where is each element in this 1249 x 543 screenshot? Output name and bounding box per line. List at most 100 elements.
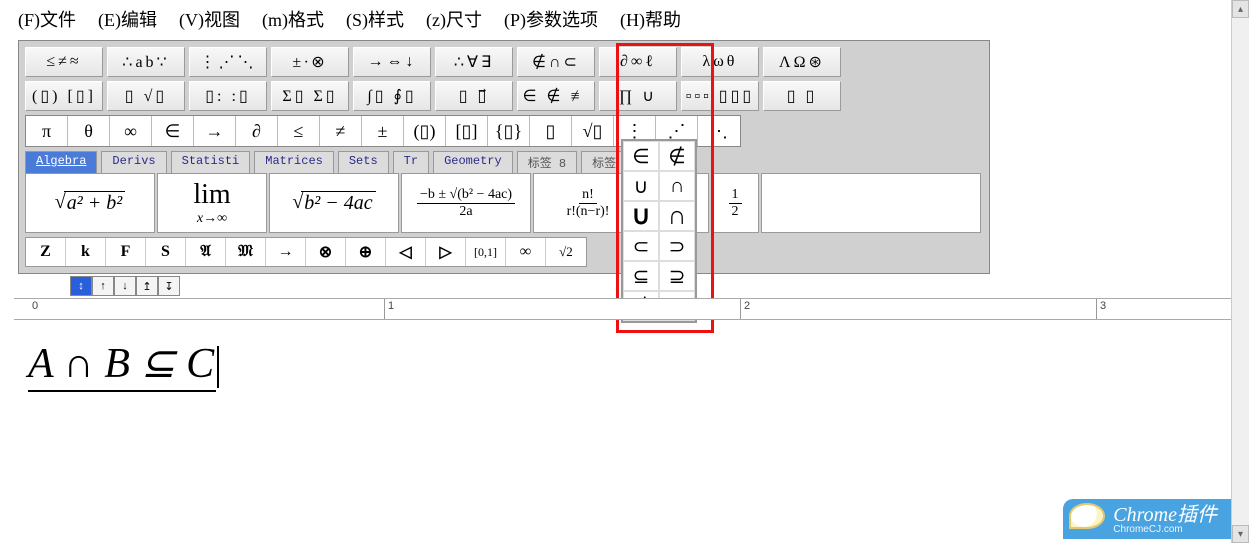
palette-calculus[interactable]: ∂∞ℓ <box>599 47 677 77</box>
tab-algebra[interactable]: Algebra <box>25 151 97 173</box>
glyph-F[interactable]: F <box>106 238 146 266</box>
palette-products[interactable]: ∏ ∪ <box>599 81 677 111</box>
glyph-Z[interactable]: Z <box>26 238 66 266</box>
glyph-oplus[interactable]: ⊕ <box>346 238 386 266</box>
sym-sqrt[interactable]: √▯ <box>572 116 614 146</box>
dd-cup-s[interactable]: ∪ <box>623 171 659 201</box>
expr-half[interactable]: 12 <box>711 173 759 233</box>
dd-subseteq[interactable]: ⊆ <box>623 261 659 291</box>
glyph-S[interactable]: S <box>146 238 186 266</box>
ruler-mark-3: 3 <box>1100 300 1106 312</box>
horizontal-ruler: 0 1 2 3 <box>14 298 1249 320</box>
set-theory-dropdown: ∈ ∉ ∪ ∩ ∪ ∩ ⊂ ⊃ ⊆ ⊇ ∉ ∅ <box>621 139 697 323</box>
scroll-track[interactable] <box>1232 18 1249 525</box>
palette-element[interactable]: ∈ ∉ ≢ <box>517 81 595 111</box>
menu-help[interactable]: (H)帮助 <box>620 6 681 32</box>
expr-quadratic[interactable]: −b ± √(b² − 4ac)2a <box>401 173 531 233</box>
tab-statisti[interactable]: Statisti <box>171 151 251 173</box>
palette-relations[interactable]: ≤≠≈ <box>25 47 103 77</box>
sym-paren[interactable]: (▯) <box>404 116 446 146</box>
palette-accents[interactable]: ▯ ▯⃗ <box>435 81 513 111</box>
glyph-frakM[interactable]: 𝔐 <box>226 238 266 266</box>
dd-supseteq[interactable]: ⊇ <box>659 261 695 291</box>
palette-arrows[interactable]: →⇔↓ <box>353 47 431 77</box>
dd-in[interactable]: ∈ <box>623 141 659 171</box>
palette-row-2: (▯) [▯] ▯ √▯ ▯: :▯ Σ▯ Σ▯ ∫▯ ∮▯ ▯ ▯⃗ ∈ ∉ … <box>25 81 983 111</box>
align-down[interactable]: ↓ <box>114 276 136 296</box>
vertical-scrollbar[interactable]: ▴ ▾ <box>1231 0 1249 543</box>
sym-neq[interactable]: ≠ <box>320 116 362 146</box>
template-expressions: √a² + b² lim x→∞ √b² − 4ac −b ± √(b² − 4… <box>25 173 983 233</box>
glyph-to[interactable]: → <box>266 238 306 266</box>
glyph-sqrt2[interactable]: √2 <box>546 238 586 266</box>
watermark-badge: Chrome插件 ChromeCJ.com <box>1063 499 1231 539</box>
glyph-infty[interactable]: ∞ <box>506 238 546 266</box>
ruler-mark-1: 1 <box>388 300 394 312</box>
expr-limit[interactable]: lim x→∞ <box>157 173 267 233</box>
dd-cap-s[interactable]: ∩ <box>659 171 695 201</box>
scroll-up-icon[interactable]: ▴ <box>1232 0 1249 18</box>
tab-derivs[interactable]: Derivs <box>101 151 166 173</box>
menu-size[interactable]: (z)尺寸 <box>426 6 482 32</box>
palette-dots[interactable]: ⋮⋰⋱ <box>189 47 267 77</box>
sym-leq[interactable]: ≤ <box>278 116 320 146</box>
glyph-triR[interactable]: ▷ <box>426 238 466 266</box>
sym-box[interactable]: ▯ <box>530 116 572 146</box>
menu-file[interactable]: (F)文件 <box>18 6 76 32</box>
dd-subset[interactable]: ⊂ <box>623 231 659 261</box>
glyph-interval[interactable]: [0,1] <box>466 238 506 266</box>
glyph-otimes[interactable]: ⊗ <box>306 238 346 266</box>
palette-roots[interactable]: ▯ √▯ <box>107 81 185 111</box>
glyph-frakA[interactable]: 𝔄 <box>186 238 226 266</box>
palette-set-theory[interactable]: ∉∩⊂ <box>517 47 595 77</box>
ruler-mark-2: 2 <box>744 300 750 312</box>
palette-subsup[interactable]: ▯: :▯ <box>189 81 267 111</box>
tab-matrices[interactable]: Matrices <box>254 151 334 173</box>
palette-greek-lower[interactable]: λωθ <box>681 47 759 77</box>
palette-fences[interactable]: (▯) [▯] <box>25 81 103 111</box>
palette-matrices[interactable]: ▫▫▫ ▯▯▯ <box>681 81 759 111</box>
dd-supset[interactable]: ⊃ <box>659 231 695 261</box>
palette-greek-upper[interactable]: ΛΩ⊛ <box>763 47 841 77</box>
menu-view[interactable]: (V)视图 <box>179 6 240 32</box>
glyph-k[interactable]: k <box>66 238 106 266</box>
dd-notin[interactable]: ∉ <box>659 141 695 171</box>
menu-edit[interactable]: (E)编辑 <box>98 6 157 32</box>
sym-theta[interactable]: θ <box>68 116 110 146</box>
watermark-title: Chrome插件 <box>1113 504 1217 526</box>
expr-discriminant[interactable]: √b² − 4ac <box>269 173 399 233</box>
tab-geometry[interactable]: Geometry <box>433 151 513 173</box>
palette-sums[interactable]: Σ▯ Σ▯ <box>271 81 349 111</box>
sym-partial[interactable]: ∂ <box>236 116 278 146</box>
palette-integrals[interactable]: ∫▯ ∮▯ <box>353 81 431 111</box>
align-top[interactable]: ↥ <box>136 276 158 296</box>
align-bot[interactable]: ↧ <box>158 276 180 296</box>
expr-blank <box>761 173 981 233</box>
align-up[interactable]: ↑ <box>92 276 114 296</box>
tab-sets[interactable]: Sets <box>338 151 389 173</box>
palette-operators[interactable]: ±∙⊗ <box>271 47 349 77</box>
sym-pi[interactable]: π <box>26 116 68 146</box>
tab-8[interactable]: 标签 8 <box>517 151 577 173</box>
sym-ddots2[interactable]: ⋱ <box>698 116 740 146</box>
glyph-triL[interactable]: ◁ <box>386 238 426 266</box>
expr-sqrt-ab[interactable]: √a² + b² <box>25 173 155 233</box>
palette-boxes[interactable]: ▯ ▯ <box>763 81 841 111</box>
menu-style[interactable]: (S)样式 <box>346 6 404 32</box>
dd-cap[interactable]: ∩ <box>659 201 695 231</box>
equation-canvas[interactable]: A ∩ B ⊆ C <box>0 320 1249 410</box>
dd-cup[interactable]: ∪ <box>623 201 659 231</box>
palette-logic[interactable]: ∴∀∃ <box>435 47 513 77</box>
menu-format[interactable]: (m)格式 <box>262 6 324 32</box>
sym-in[interactable]: ∈ <box>152 116 194 146</box>
sym-bracket[interactable]: [▯] <box>446 116 488 146</box>
menu-prefs[interactable]: (P)参数选项 <box>504 6 598 32</box>
tab-tr[interactable]: Tr <box>393 151 429 173</box>
sym-brace[interactable]: {▯} <box>488 116 530 146</box>
scroll-down-icon[interactable]: ▾ <box>1232 525 1249 543</box>
align-both[interactable]: ↕ <box>70 276 92 296</box>
sym-pm[interactable]: ± <box>362 116 404 146</box>
sym-to[interactable]: → <box>194 116 236 146</box>
sym-infty[interactable]: ∞ <box>110 116 152 146</box>
palette-spaces[interactable]: ∴ab∵ <box>107 47 185 77</box>
